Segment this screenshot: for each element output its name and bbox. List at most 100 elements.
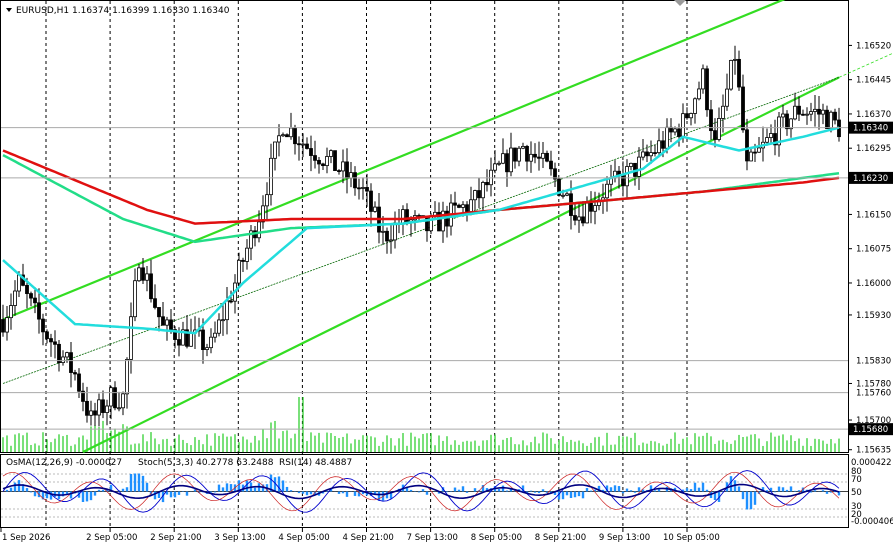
candle-body [665,126,669,149]
candle-body [149,273,153,300]
candle-body [105,405,109,413]
candle-body [125,359,129,395]
candle-body [625,166,629,187]
candle-body [661,140,665,149]
candle-body [17,274,21,292]
candle-body [765,137,769,143]
candle-body [757,147,761,153]
symbol-dropdown-icon[interactable] [6,8,12,12]
price-tick-label: 1.16295 [856,144,891,154]
candle-body [77,373,81,392]
time-tick-label: 10 Sep 05:00 [663,533,720,543]
candle-body [53,341,57,345]
candle-body [589,202,593,212]
candle-body [357,187,361,190]
sub-level-50: 50 [851,488,862,498]
candle-body [557,178,561,196]
time-tick-label: 8 Sep 21:00 [535,533,586,543]
candle-body [393,222,397,241]
candle-body [817,108,821,115]
candle-body [781,113,785,118]
candle-body [309,148,313,156]
candle-body [789,118,793,130]
candle-body [333,150,337,171]
candle-body [169,319,173,331]
time-tick-label: 2 Sep 21:00 [150,533,201,543]
candle-body [261,205,265,223]
sub-level-20: 20 [851,510,862,520]
ohlc-readout: 1.16374 1.16399 1.16330 1.16340 [72,6,230,16]
candle-body [189,332,193,347]
candle-body [749,151,753,162]
candle-body [205,347,209,350]
candle-body [629,162,633,167]
candle-body [585,202,589,224]
price-tick-label: 1.16520 [856,41,891,51]
candle-body [221,319,225,322]
candle-body [493,163,497,171]
candle-body [45,331,49,339]
candle-body [545,152,549,162]
candle-body [1,319,5,333]
oscillator-pane [1,470,848,518]
moving-averages [2,126,840,335]
candle-body [465,204,469,212]
candle-body [621,174,625,187]
candle-body [137,267,141,282]
chart-shift-marker-icon[interactable] [674,0,686,6]
candle-body [293,127,297,145]
candle-body [737,58,741,88]
channel-middle-extension [838,52,893,78]
candle-body [549,160,553,170]
candle-body [305,143,309,149]
candle-body [289,127,293,138]
price-tick-label: 1.16445 [856,76,891,86]
candle-body [269,157,273,196]
candle-body [805,113,809,116]
candle-body [813,108,817,112]
candle-body [677,128,681,137]
candle-body [109,387,113,407]
candle-body [721,105,725,119]
candle-body [657,140,661,154]
candle-body [717,118,721,140]
candle-body [225,300,229,321]
candle-body [829,111,833,130]
candle-body [317,159,321,165]
candle-body [369,190,373,212]
candle-body [833,111,837,121]
candle-body [249,230,253,249]
candle-body [141,267,145,281]
time-tick-label: 7 Sep 13:00 [407,533,458,543]
candle-body [33,297,37,304]
candle-body [161,316,165,326]
candle-body [553,168,557,180]
candle-body [593,205,597,212]
candle-body [209,336,213,349]
time-tick-label: 2 Sep 05:00 [86,533,137,543]
stoch-label: Stoch(5,3,3) 40.2778 63.2488 [138,458,274,468]
sub-level-70: 70 [851,475,862,485]
price-label-box [849,171,893,184]
candle-body [145,273,149,281]
volume-bars [2,397,840,452]
symbol-label: EURUSD,H1 [16,6,69,16]
ema200-line [2,149,840,225]
candle-body [481,182,485,199]
candle-body [121,393,125,409]
candle-body [165,319,169,326]
stoch-signal-line [2,471,840,512]
candle-body [733,58,737,61]
time-tick-label: 4 Sep 05:00 [278,533,329,543]
candle-body [389,239,393,242]
candle-body [401,209,405,225]
candle-body [741,86,745,131]
candle-body [825,109,829,130]
candle-body [801,113,805,116]
candle-body [65,352,69,358]
candle-body [41,318,45,333]
price-label-text: 1.15760 [856,389,891,399]
candle-body [185,329,189,347]
candle-body [745,129,749,162]
